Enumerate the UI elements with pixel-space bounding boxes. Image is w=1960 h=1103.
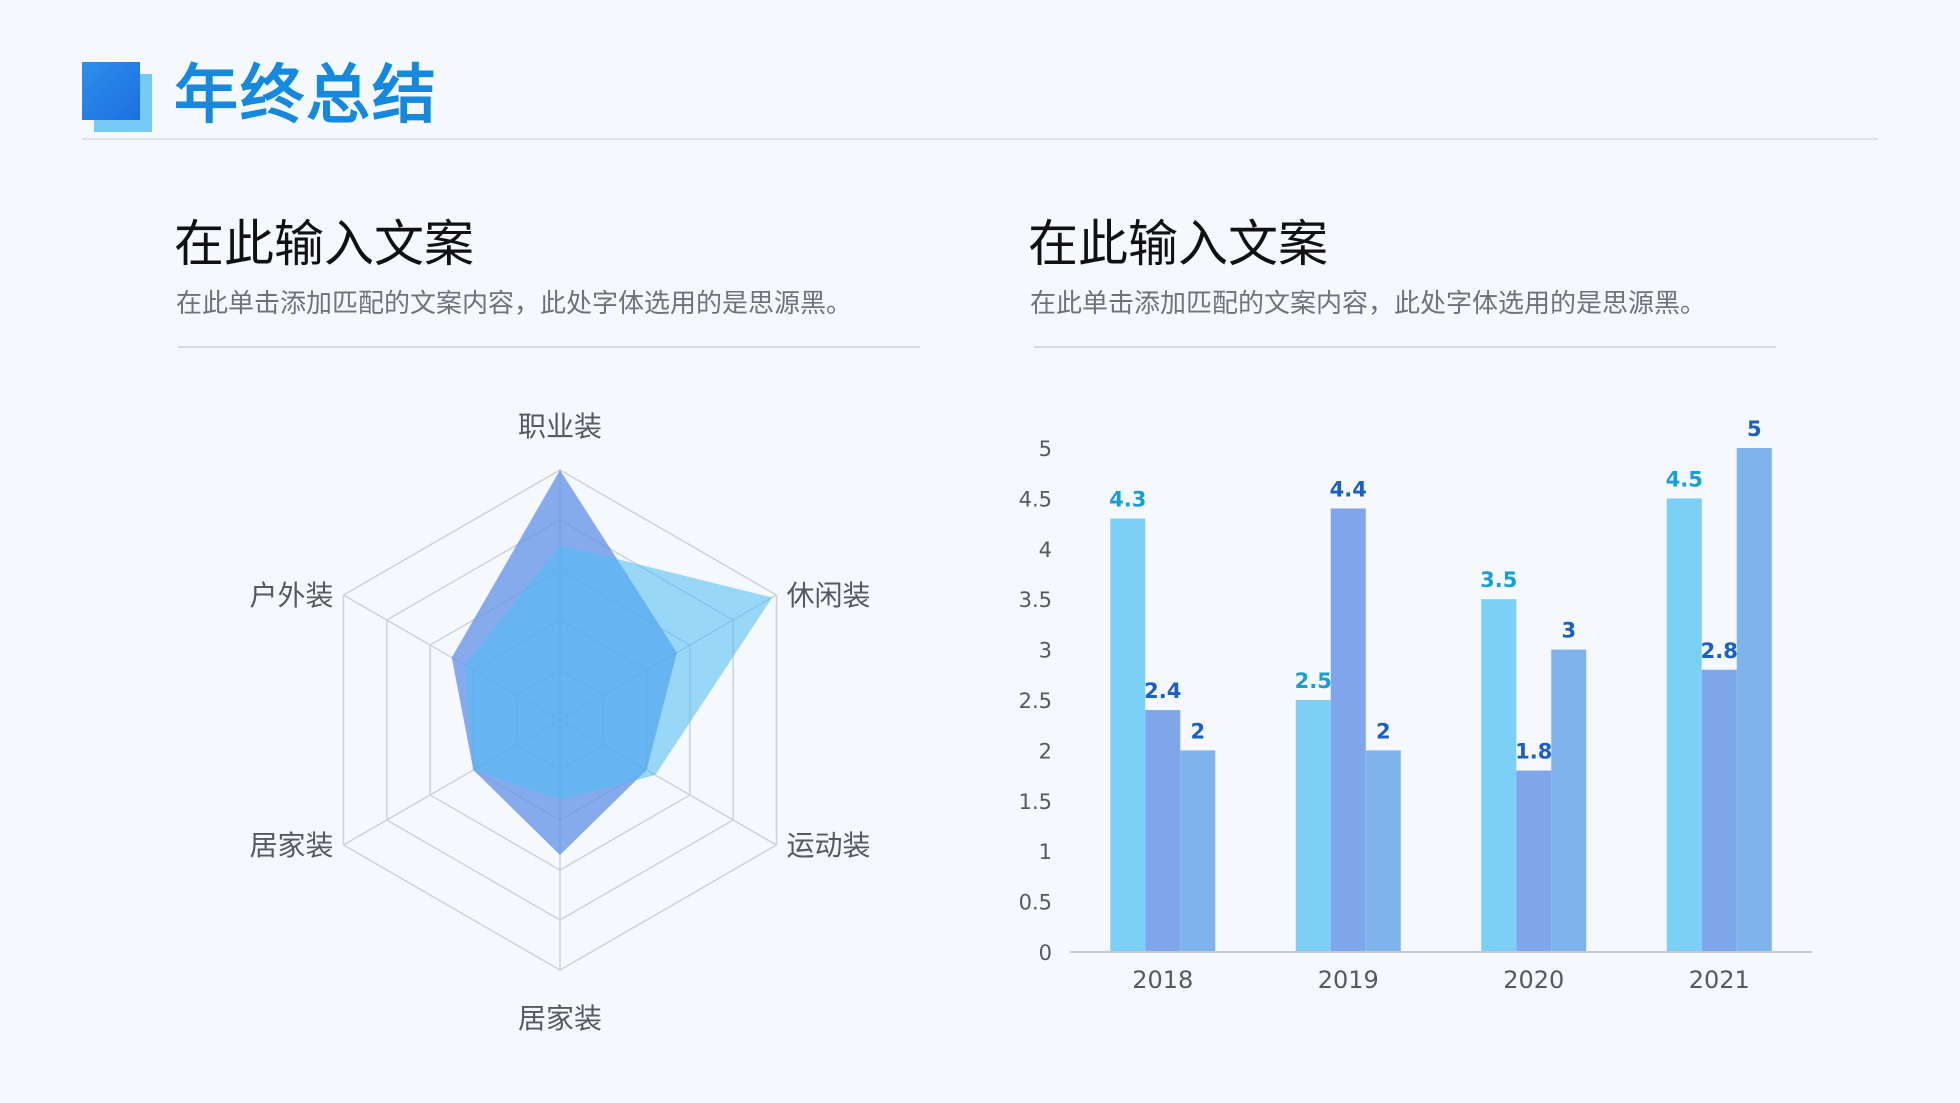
bar-data-labels: 4.3 2.4 2 2.5 4.4 2 3.5 1.8 3 4.5 2.8 5	[1109, 417, 1761, 764]
x-tick-label: 2020	[1503, 966, 1564, 994]
left-section-divider	[178, 346, 920, 348]
bar-chart: 0 0.5 1 1.5 2 2.5 3 3.5 4 4.5 5 4.3 2.4 2 2.5 4.4 2 3.5 1…	[1019, 417, 1812, 994]
page-title: 年终总结	[174, 59, 438, 133]
bar-data-label: 3	[1561, 619, 1576, 643]
bar	[1481, 599, 1517, 952]
y-tick-label: 5	[1039, 437, 1052, 461]
y-tick-label: 3.5	[1019, 588, 1052, 612]
bar	[1516, 770, 1552, 952]
bar-data-label: 4.3	[1109, 488, 1146, 512]
bar	[1145, 710, 1181, 952]
radar-category-label: 职业装	[518, 410, 602, 443]
y-tick-label: 1	[1039, 840, 1052, 864]
y-tick-label: 0	[1039, 941, 1052, 965]
bar-series	[1110, 448, 1772, 952]
radar-series-area	[464, 545, 773, 800]
title-logo	[82, 62, 152, 132]
y-tick-label: 0.5	[1019, 891, 1052, 915]
radar-category-label: 居家装	[249, 829, 333, 862]
y-tick-label: 1.5	[1019, 790, 1052, 814]
radar-category-label: 户外装	[249, 579, 333, 612]
bar	[1110, 518, 1146, 952]
radar-category-label: 运动装	[787, 829, 871, 862]
bar-data-label: 1.8	[1515, 740, 1552, 764]
bar	[1295, 700, 1331, 952]
y-tick-label: 2.5	[1019, 689, 1052, 713]
y-tick-label: 2	[1039, 739, 1052, 763]
bar-data-label: 4.4	[1330, 477, 1367, 501]
x-tick-label: 2018	[1132, 966, 1193, 994]
y-axis-ticks: 0 0.5 1 1.5 2 2.5 3 3.5 4 4.5 5	[1019, 437, 1052, 965]
radar-category-label: 休闲装	[787, 579, 871, 612]
y-tick-label: 4.5	[1019, 487, 1052, 511]
bar	[1736, 448, 1772, 952]
x-tick-label: 2019	[1318, 966, 1379, 994]
x-tick-label: 2021	[1689, 966, 1750, 994]
bar	[1180, 750, 1216, 952]
bar	[1551, 649, 1587, 952]
logo-front-square	[82, 62, 140, 120]
bar	[1701, 669, 1737, 952]
right-section-title: 在此输入文案	[1028, 215, 1328, 273]
bar-data-label: 2	[1190, 719, 1205, 743]
right-section-description: 在此单击添加匹配的文案内容，此处字体选用的是思源黑。	[1030, 289, 1707, 319]
bar-data-label: 5	[1747, 417, 1762, 441]
left-section-description: 在此单击添加匹配的文案内容，此处字体选用的是思源黑。	[176, 289, 853, 319]
bar-data-label: 2.4	[1144, 679, 1181, 703]
right-section-divider	[1034, 346, 1776, 348]
y-tick-label: 3	[1039, 639, 1052, 663]
bar-data-label: 3.5	[1480, 568, 1517, 592]
radar-category-label: 居家装	[518, 1002, 602, 1035]
y-tick-label: 4	[1039, 538, 1052, 562]
header-divider	[82, 138, 1878, 140]
bar-data-label: 4.5	[1666, 467, 1703, 491]
bar-data-label: 2	[1376, 719, 1391, 743]
left-section-title: 在此输入文案	[174, 215, 474, 273]
bar-data-label: 2.5	[1295, 669, 1332, 693]
bar-data-label: 2.8	[1701, 639, 1738, 663]
radar-series	[451, 470, 773, 855]
bar	[1666, 498, 1702, 952]
bar	[1330, 508, 1366, 952]
bar	[1365, 750, 1401, 952]
x-axis-ticks: 2018 2019 2020 2021	[1070, 951, 1812, 994]
